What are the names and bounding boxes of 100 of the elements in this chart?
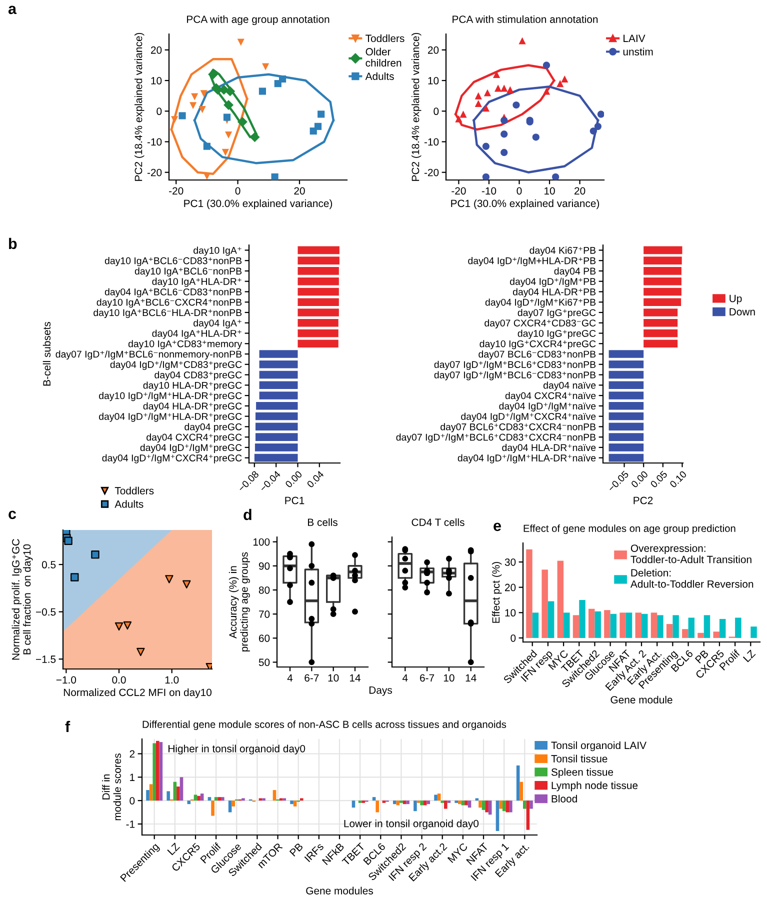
y-tick-label: day04 IgD⁺/IgM⁺preGC bbox=[140, 444, 242, 453]
x-tick-label: 14 bbox=[466, 674, 476, 682]
y-tick-label: day04 IgD⁺/IgM+HLA-DR⁺PB bbox=[468, 257, 596, 266]
x-tick-label: 0.04 bbox=[306, 470, 324, 488]
y-tick-label: 100 bbox=[253, 538, 270, 546]
y-tick-label: 20 bbox=[428, 46, 439, 54]
y-tick-label: day04 IgA⁺ bbox=[194, 319, 242, 328]
x-tick-label: PB bbox=[289, 842, 304, 857]
text: e bbox=[494, 522, 501, 532]
y-tick-label: day04 HLA-DR⁺preGC bbox=[143, 402, 242, 412]
legend-label: unstim bbox=[623, 48, 653, 56]
x-axis-title: PC1 (30.0% explained variance) bbox=[184, 199, 332, 210]
chart-title: Differential gene module scores of non-ASC B cells across tissues and organoids bbox=[142, 720, 506, 730]
legend-label: Toddlers bbox=[114, 486, 154, 494]
legend-label: Lymph node tissue bbox=[552, 781, 638, 792]
y-axis-title: B-cell subsets bbox=[42, 322, 51, 386]
legend-label: Older children bbox=[366, 48, 402, 67]
y-tick-label: day04 Ki67⁺PB bbox=[530, 246, 596, 256]
y-tick-label: day04 PB bbox=[554, 267, 596, 276]
x-axis-title: PC1 (30.0% explained variance) bbox=[451, 199, 600, 210]
legend-label: Toddlers bbox=[366, 34, 404, 42]
y-tick-label: day04 IgD⁺/IgM⁺CXCR4⁺naïve bbox=[461, 412, 596, 422]
y-tick-label: day04 IgD⁺/IgM⁺CD83⁺preGC bbox=[110, 360, 242, 370]
y-tick-label: day04 IgA⁺HLA-DR⁺ bbox=[152, 330, 242, 339]
y-tick-label: day10 IgA⁺CD83⁺memory bbox=[128, 340, 242, 350]
y-tick-label: day04 IgD⁺/IgM⁺HLA-DR⁺preGC bbox=[99, 412, 242, 422]
y-tick-label: 10 bbox=[428, 77, 439, 84]
y-tick-label: 0 bbox=[130, 797, 135, 804]
y-tick-label: 10 bbox=[505, 609, 516, 617]
x-axis-title: Normalized CCL2 MFI on day10 bbox=[64, 688, 212, 698]
y-tick-label: day04 preGC bbox=[184, 423, 242, 432]
x-tick-label: 1.0 bbox=[165, 676, 179, 684]
y-tick-label: day04 IgD⁺/IgM⁺CXCR4⁺preGC bbox=[102, 454, 242, 464]
y-tick-label: 60 bbox=[259, 634, 270, 642]
x-tick-label: 0.00 bbox=[630, 470, 648, 488]
y-tick-label: 80 bbox=[258, 586, 270, 594]
chart-title: B cells bbox=[308, 518, 338, 526]
y-tick-label: day04 CXCR4⁺preGC bbox=[146, 434, 242, 443]
x-axis-title: Days bbox=[369, 686, 392, 696]
y-tick-label: day07 IgD⁺/IgM⁺BCL6⁺CD83⁺CXCR4⁻nonPB bbox=[396, 434, 596, 443]
chart-title: CD4 T cells bbox=[412, 518, 464, 526]
x-axis-title: Gene module bbox=[610, 696, 672, 704]
y-tick-label: 90 bbox=[258, 562, 270, 570]
y-tick-label: day10 IgA⁺BCL6⁻nonPB bbox=[134, 267, 242, 276]
chart-title: PCA with age group annotation bbox=[187, 15, 330, 26]
y-tick-label: day10 IgA⁺BCL6⁻CXCR4⁺nonPB bbox=[96, 298, 242, 308]
x-tick-label: 6-7 bbox=[304, 674, 319, 682]
y-axis-title: Effect pct (%) bbox=[492, 562, 502, 623]
annotation: Lower in tonsil organoid day0 bbox=[344, 820, 479, 830]
y-tick-label: −1.5 bbox=[36, 656, 56, 663]
y-tick-label: day07 IgG⁺preGC bbox=[518, 308, 596, 318]
x-axis-title: PC1 bbox=[285, 496, 304, 504]
y-tick-label: day10 IgG⁺preGC bbox=[518, 330, 596, 339]
y-tick-label: 10 bbox=[151, 77, 162, 84]
y-tick-label: 70 bbox=[259, 610, 270, 618]
y-tick-label: -20 bbox=[424, 168, 439, 176]
text: c bbox=[8, 510, 16, 520]
x-tick-label: 0.0 bbox=[112, 676, 126, 684]
y-tick-label: day10 IgA⁺HLA-DR⁺ bbox=[152, 278, 242, 287]
x-tick-label: 20 bbox=[294, 187, 305, 195]
text: d bbox=[244, 508, 252, 520]
x-tick-label: 10 bbox=[328, 674, 339, 682]
legend-label: Adults bbox=[114, 500, 144, 508]
legend-label: Down bbox=[730, 308, 755, 316]
y-tick-label: 0 bbox=[156, 108, 162, 116]
y-tick-label: 0 bbox=[510, 634, 516, 642]
legend-label: Tonsil tissue bbox=[551, 754, 608, 762]
legend-label: Deletion: Adult-to-Toddler Reversion bbox=[630, 568, 754, 588]
legend-label: Tonsil organoid LAIV bbox=[551, 741, 646, 752]
y-tick-label: day04 HLA-DR⁺PB bbox=[512, 288, 596, 298]
legend-label: Spleen tissue bbox=[551, 768, 614, 778]
text: b bbox=[9, 238, 17, 250]
y-tick-label: 30 bbox=[504, 558, 516, 566]
x-tick-label: 0.00 bbox=[284, 470, 303, 488]
y-tick-label: −0.5 bbox=[36, 608, 56, 616]
y-tick-label: day07 IgD⁺/IgM⁺BCL6⁻CD83⁺nonPB bbox=[434, 371, 596, 380]
y-axis-title: Diff in module scores bbox=[102, 754, 121, 820]
x-tick-label: −1.0 bbox=[56, 676, 76, 684]
text: f bbox=[65, 720, 70, 732]
y-tick-label: 20 bbox=[504, 584, 516, 592]
text: a bbox=[8, 6, 17, 14]
chart-title: PCA with stimulation annotation bbox=[452, 15, 598, 23]
x-tick-label: 4 bbox=[287, 674, 293, 682]
x-axis-title: PC2 bbox=[634, 496, 653, 504]
x-tick-label: 20 bbox=[574, 187, 586, 195]
y-axis-title: PC2 (18.4% explained variance) bbox=[412, 32, 422, 181]
legend-label: Up bbox=[730, 294, 742, 304]
y-axis-title: PC2 (18.4% explained variance) bbox=[134, 32, 144, 181]
y-tick-label: 2 bbox=[130, 750, 135, 758]
y-tick-label: -20 bbox=[147, 168, 162, 176]
y-tick-label: day10 IgG⁺CXCR4⁺preGC bbox=[480, 340, 596, 350]
y-tick-label: day07 IgD⁺/IgM⁺BCL6⁻nonmemory-nonPB bbox=[56, 350, 242, 360]
legend-label: Adults bbox=[365, 72, 394, 80]
y-tick-label: day10 IgA⁺ bbox=[194, 246, 242, 256]
y-tick-label: 0 bbox=[434, 108, 439, 116]
x-tick-label: 4 bbox=[402, 674, 408, 682]
annotation: Higher in tonsil organoid day0 bbox=[168, 744, 306, 754]
y-tick-label: day04 naïve bbox=[543, 382, 596, 391]
y-tick-label: 50 bbox=[258, 658, 270, 666]
y-axis-title: Accuracy (%) in predicting age groups bbox=[228, 552, 250, 652]
